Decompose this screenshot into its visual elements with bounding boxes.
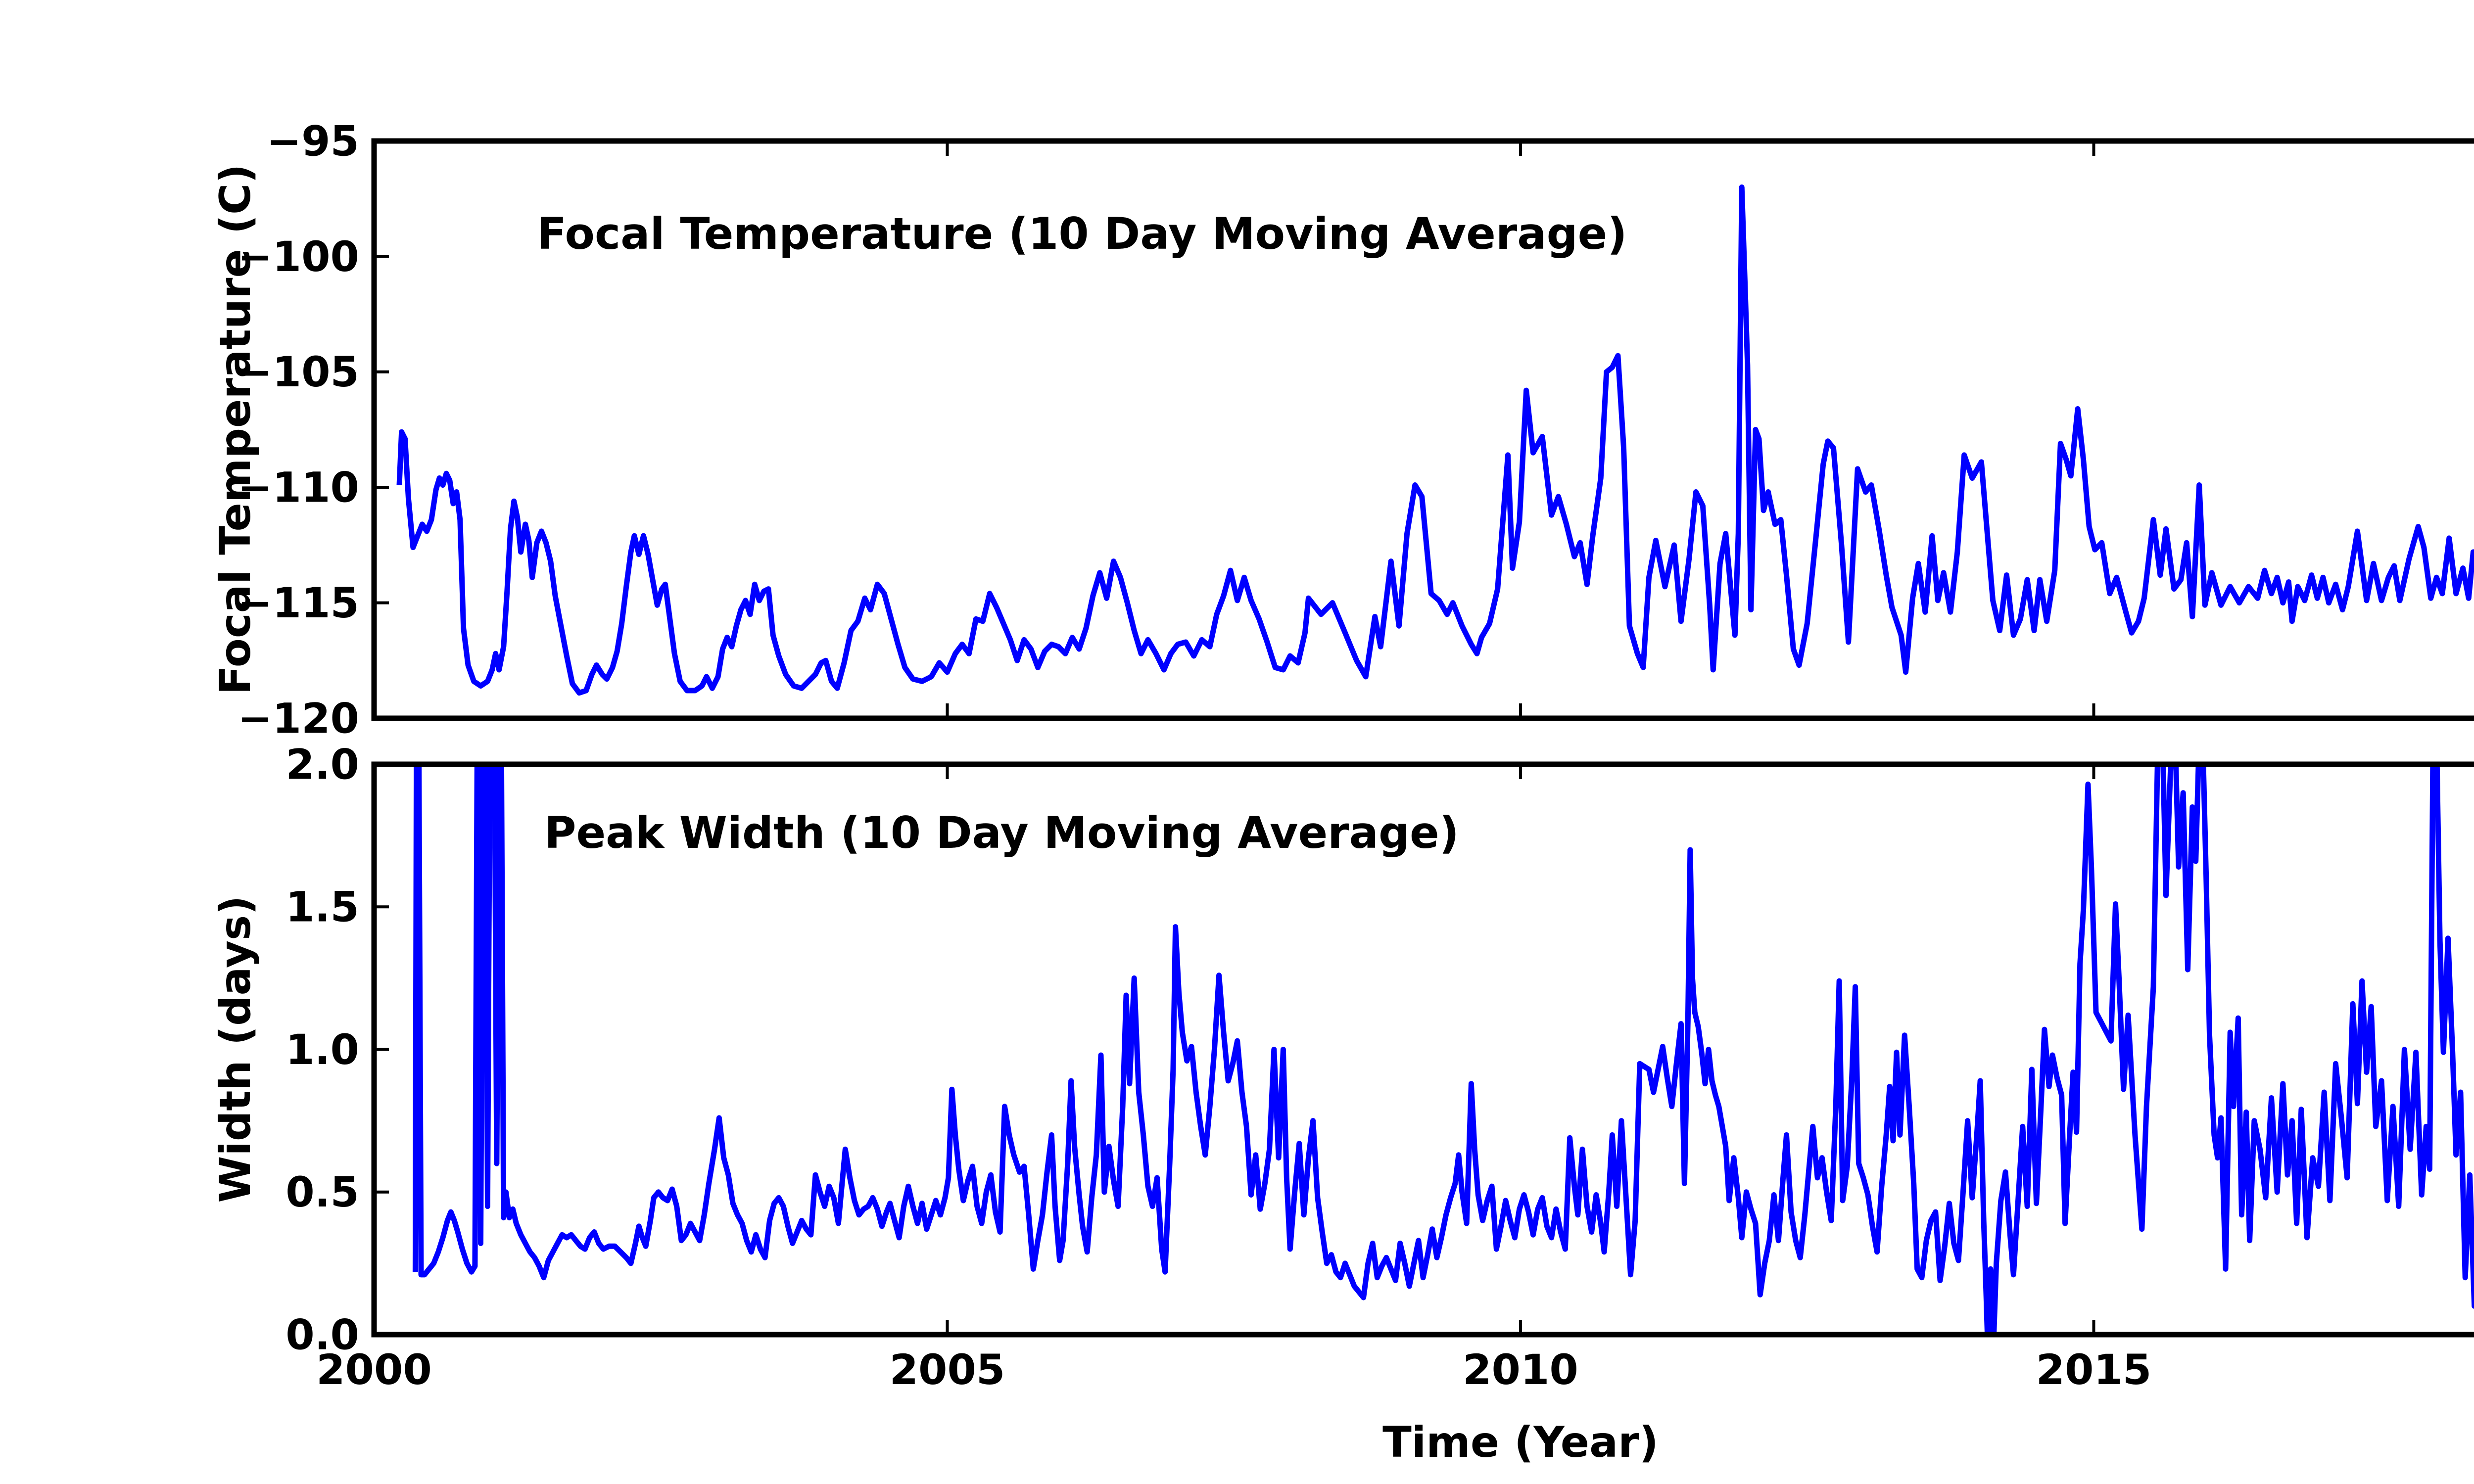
y-tick-label: −105 <box>238 348 359 396</box>
y-tick-label: 0.5 <box>285 1168 359 1216</box>
y-tick-label: −110 <box>238 464 359 512</box>
y-tick-label: −95 <box>267 117 359 165</box>
y-tick-label: 1.5 <box>285 883 359 931</box>
x-tick-label: 2015 <box>2036 1345 2152 1394</box>
x-axis-label: Time (Year) <box>1382 1418 1659 1467</box>
y-tick-label: −120 <box>238 694 359 742</box>
top-chart-title: Focal Temperature (10 Day Moving Average… <box>537 208 1627 259</box>
bottom-y-axis-label: Width (days) <box>211 896 260 1203</box>
bottom-chart: 2.01.51.00.50.020002005201020152020 <box>285 740 2474 1394</box>
top-chart: −95 −100 −105 −110 −115 −120 <box>238 117 2474 742</box>
x-tick-label: 2000 <box>316 1345 432 1394</box>
x-tick-label: 2010 <box>1463 1345 1578 1394</box>
y-tick-label: 2.0 <box>285 740 359 788</box>
y-tick-label: 1.0 <box>285 1025 359 1074</box>
focal_temperature-line <box>396 184 2474 696</box>
axes-frame <box>371 138 2474 721</box>
top-y-axis-label: Focal Temperature (C) <box>211 164 260 695</box>
axes-frame <box>371 761 2474 1338</box>
peak_width-line <box>412 764 2474 1335</box>
y-tick-label: 0.0 <box>285 1310 359 1359</box>
bottom-chart-title: Peak Width (10 Day Moving Average) <box>544 807 1459 858</box>
y-tick-label: −100 <box>238 232 359 281</box>
x-tick-label: 2005 <box>890 1345 1005 1394</box>
y-tick-label: −115 <box>238 579 359 627</box>
